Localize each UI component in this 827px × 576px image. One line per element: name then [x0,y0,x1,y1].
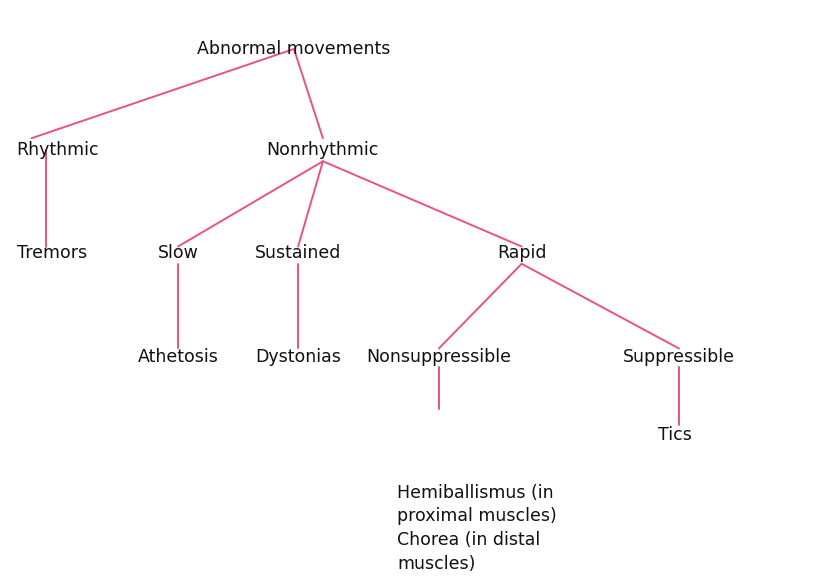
Text: Tics: Tics [657,426,691,444]
Text: Slow: Slow [157,244,198,263]
Text: Nonrhythmic: Nonrhythmic [266,141,379,159]
Text: Hemiballismus (in
proximal muscles)
Chorea (in distal
muscles)
Myoclonus (in
mul: Hemiballismus (in proximal muscles) Chor… [397,484,557,576]
Text: Athetosis: Athetosis [137,348,218,366]
Text: Nonsuppressible: Nonsuppressible [366,348,511,366]
Text: Tremors: Tremors [17,244,87,263]
Text: Rapid: Rapid [496,244,546,263]
Text: Dystonias: Dystonias [255,348,341,366]
Text: Rhythmic: Rhythmic [17,141,99,159]
Text: Sustained: Sustained [255,244,341,263]
Text: Suppressible: Suppressible [622,348,734,366]
Text: Abnormal movements: Abnormal movements [197,40,390,58]
